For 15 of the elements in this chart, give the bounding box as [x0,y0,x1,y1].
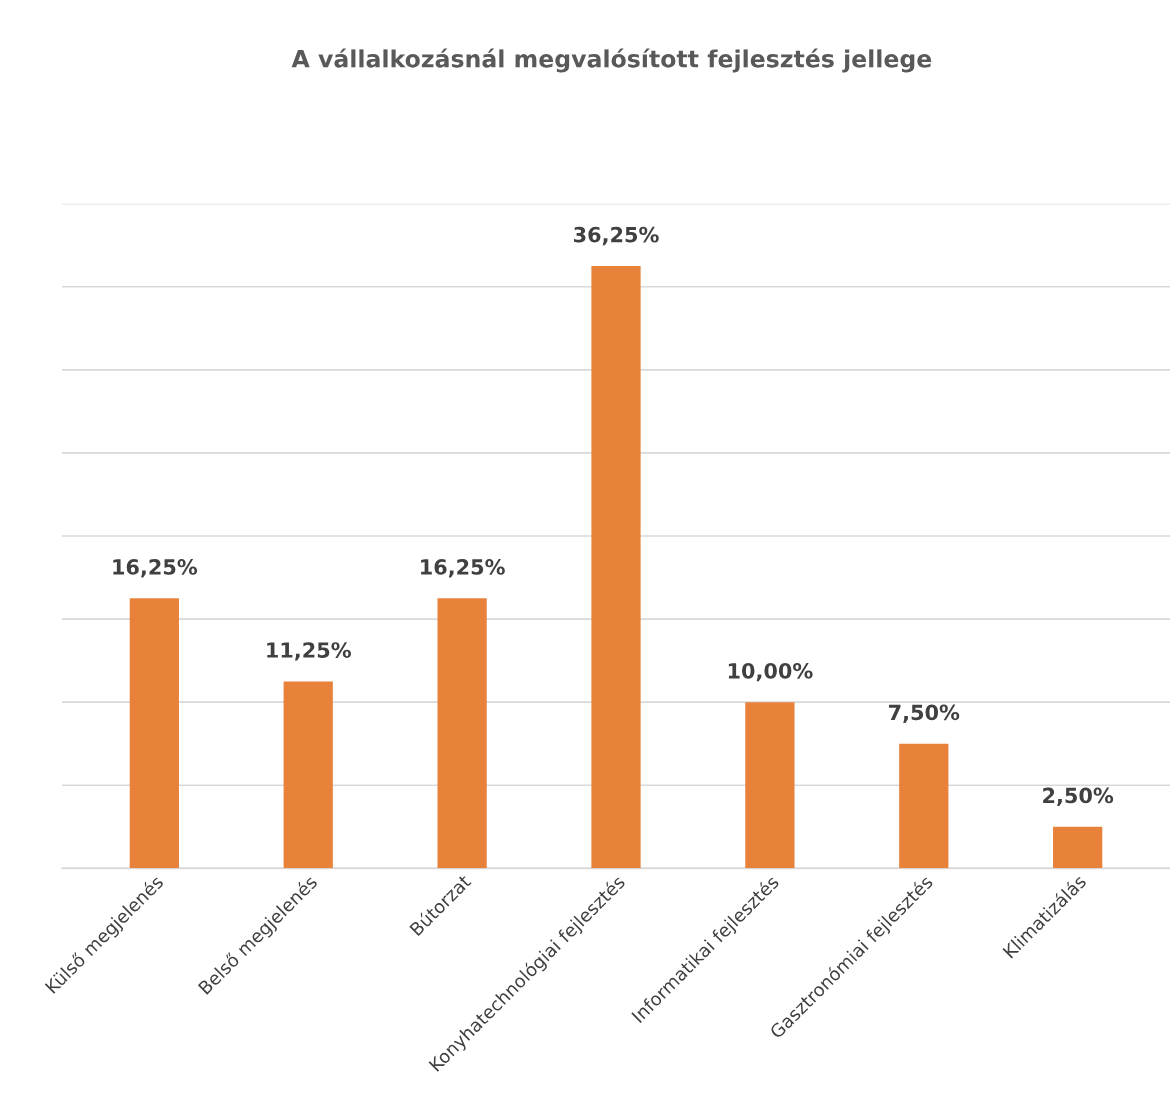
data-label: 16,25% [421,559,505,578]
data-label: 11,25% [267,642,351,661]
bar [437,598,487,869]
data-label: 16,25% [113,559,198,578]
bar [899,743,949,869]
data-label: 10,00% [728,662,813,682]
bar [129,598,179,869]
bar [283,681,333,869]
data-label: 7,50% [889,704,960,723]
bar [745,702,795,869]
data-label: 36,25% [574,226,659,246]
bar [591,265,641,869]
chart-title: A vállalkozásnál megvalósított fejlesztés jellege [291,48,932,73]
bar [1053,826,1103,869]
data-label: 2,50% [1043,787,1114,806]
